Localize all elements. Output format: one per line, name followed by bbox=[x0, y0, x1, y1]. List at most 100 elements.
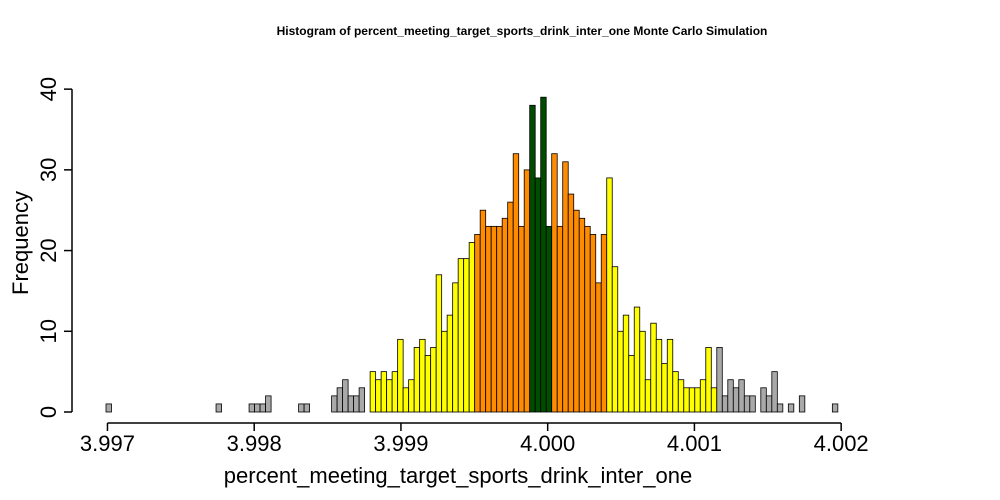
histogram-bar bbox=[699, 379, 707, 413]
histogram-bar bbox=[430, 347, 437, 413]
histogram-bar bbox=[496, 225, 503, 413]
histogram-bar bbox=[254, 403, 261, 413]
histogram-bar bbox=[529, 104, 536, 413]
y-tick-label: 40 bbox=[36, 77, 61, 101]
histogram-bar bbox=[501, 217, 509, 413]
histogram-bar bbox=[523, 169, 531, 413]
histogram-bar bbox=[661, 363, 668, 413]
x-tick-label: 3.997 bbox=[80, 431, 135, 456]
x-tick-label: 3.998 bbox=[227, 431, 282, 456]
histogram-bar bbox=[507, 201, 514, 413]
histogram-bar bbox=[265, 395, 272, 413]
histogram-bar bbox=[683, 387, 690, 413]
histogram-bar bbox=[721, 395, 729, 413]
histogram-bar bbox=[589, 234, 597, 413]
y-axis: 0 10 20 30 40 bbox=[36, 77, 73, 418]
histogram-bar bbox=[248, 403, 255, 413]
histogram-bar bbox=[419, 338, 426, 413]
histogram-bar bbox=[584, 225, 591, 413]
histogram-bar bbox=[738, 379, 745, 413]
histogram-bar bbox=[331, 395, 338, 413]
histogram-bar bbox=[452, 282, 459, 413]
histogram-bar bbox=[336, 387, 344, 413]
histogram-bar bbox=[710, 387, 718, 413]
histogram-bar bbox=[600, 234, 608, 413]
x-tick-label: 4.000 bbox=[520, 431, 575, 456]
histogram-bar bbox=[468, 242, 476, 413]
histogram-bar bbox=[298, 403, 305, 413]
histogram-bar bbox=[446, 314, 454, 413]
histogram-bar bbox=[551, 153, 558, 413]
histogram-bar bbox=[578, 217, 586, 413]
histogram-bar bbox=[655, 338, 663, 413]
histogram-bar bbox=[386, 379, 393, 413]
histogram-bar bbox=[771, 371, 778, 413]
histogram-bar bbox=[369, 371, 377, 413]
histogram-bar bbox=[677, 379, 685, 413]
histogram-bar bbox=[556, 225, 564, 413]
histogram-bar bbox=[397, 338, 404, 413]
histogram-bar bbox=[485, 225, 492, 413]
histogram-bar bbox=[694, 387, 701, 413]
histogram-bar bbox=[666, 338, 674, 413]
histogram-bar bbox=[644, 379, 652, 413]
histogram-bar bbox=[672, 371, 679, 413]
x-axis-label: percent_meeting_target_sports_drink_inte… bbox=[224, 463, 692, 488]
histogram-bar bbox=[765, 395, 773, 413]
histogram-bar bbox=[303, 403, 311, 413]
histogram-bar bbox=[474, 234, 481, 413]
histogram-bar bbox=[595, 282, 602, 413]
y-axis-label: Frequency bbox=[8, 191, 33, 295]
histogram-bar bbox=[650, 322, 657, 413]
histogram-bar bbox=[463, 258, 470, 413]
histogram-bar bbox=[573, 209, 580, 413]
x-tick-label: 4.002 bbox=[814, 431, 869, 456]
histogram-bar bbox=[512, 153, 520, 413]
histogram-bar bbox=[617, 330, 624, 413]
histogram-bar bbox=[518, 225, 525, 413]
histogram-bar bbox=[606, 177, 613, 413]
histogram-bar bbox=[479, 209, 487, 413]
histogram-bar bbox=[727, 379, 734, 413]
histogram-bar bbox=[622, 314, 630, 413]
histogram-bar bbox=[259, 403, 266, 413]
histogram-bar bbox=[413, 347, 421, 413]
histogram-bar bbox=[435, 274, 443, 413]
histogram-bar bbox=[441, 330, 448, 413]
histogram-bar bbox=[831, 403, 839, 413]
histogram-bar bbox=[716, 347, 723, 413]
histogram-bar bbox=[611, 266, 619, 413]
histogram-bar bbox=[562, 161, 569, 413]
x-axis: 3.997 3.998 3.999 4.000 4.001 4.002 bbox=[80, 422, 869, 456]
histogram-bar bbox=[732, 387, 740, 413]
histogram-bar bbox=[567, 193, 575, 413]
histogram-bar bbox=[534, 177, 542, 413]
histogram-bar bbox=[342, 379, 349, 413]
histogram-bar bbox=[408, 379, 415, 413]
histogram-bar bbox=[424, 355, 432, 413]
y-tick-label: 20 bbox=[36, 238, 61, 262]
histogram-bar bbox=[353, 395, 360, 413]
histogram-bar bbox=[798, 395, 806, 413]
bars-group bbox=[105, 96, 839, 413]
histogram-bar bbox=[457, 258, 465, 413]
histogram-bar bbox=[375, 379, 382, 413]
y-tick-label: 30 bbox=[36, 158, 61, 182]
histogram-bar bbox=[402, 387, 410, 413]
histogram-bar bbox=[787, 403, 795, 413]
x-tick-label: 4.001 bbox=[667, 431, 722, 456]
histogram-bar bbox=[776, 403, 784, 413]
y-tick-label: 0 bbox=[36, 406, 61, 418]
histogram-bar bbox=[743, 395, 751, 413]
x-tick-label: 3.999 bbox=[373, 431, 428, 456]
histogram-bar bbox=[628, 355, 635, 413]
histogram-bar bbox=[391, 371, 399, 413]
histogram-bar bbox=[760, 387, 767, 413]
histogram-bar bbox=[358, 387, 366, 413]
histogram-bar bbox=[540, 96, 547, 413]
y-tick-label: 10 bbox=[36, 319, 61, 343]
chart-title: Histogram of percent_meeting_target_spor… bbox=[277, 24, 768, 38]
histogram-bar bbox=[105, 403, 112, 413]
histogram-bar bbox=[749, 395, 756, 413]
